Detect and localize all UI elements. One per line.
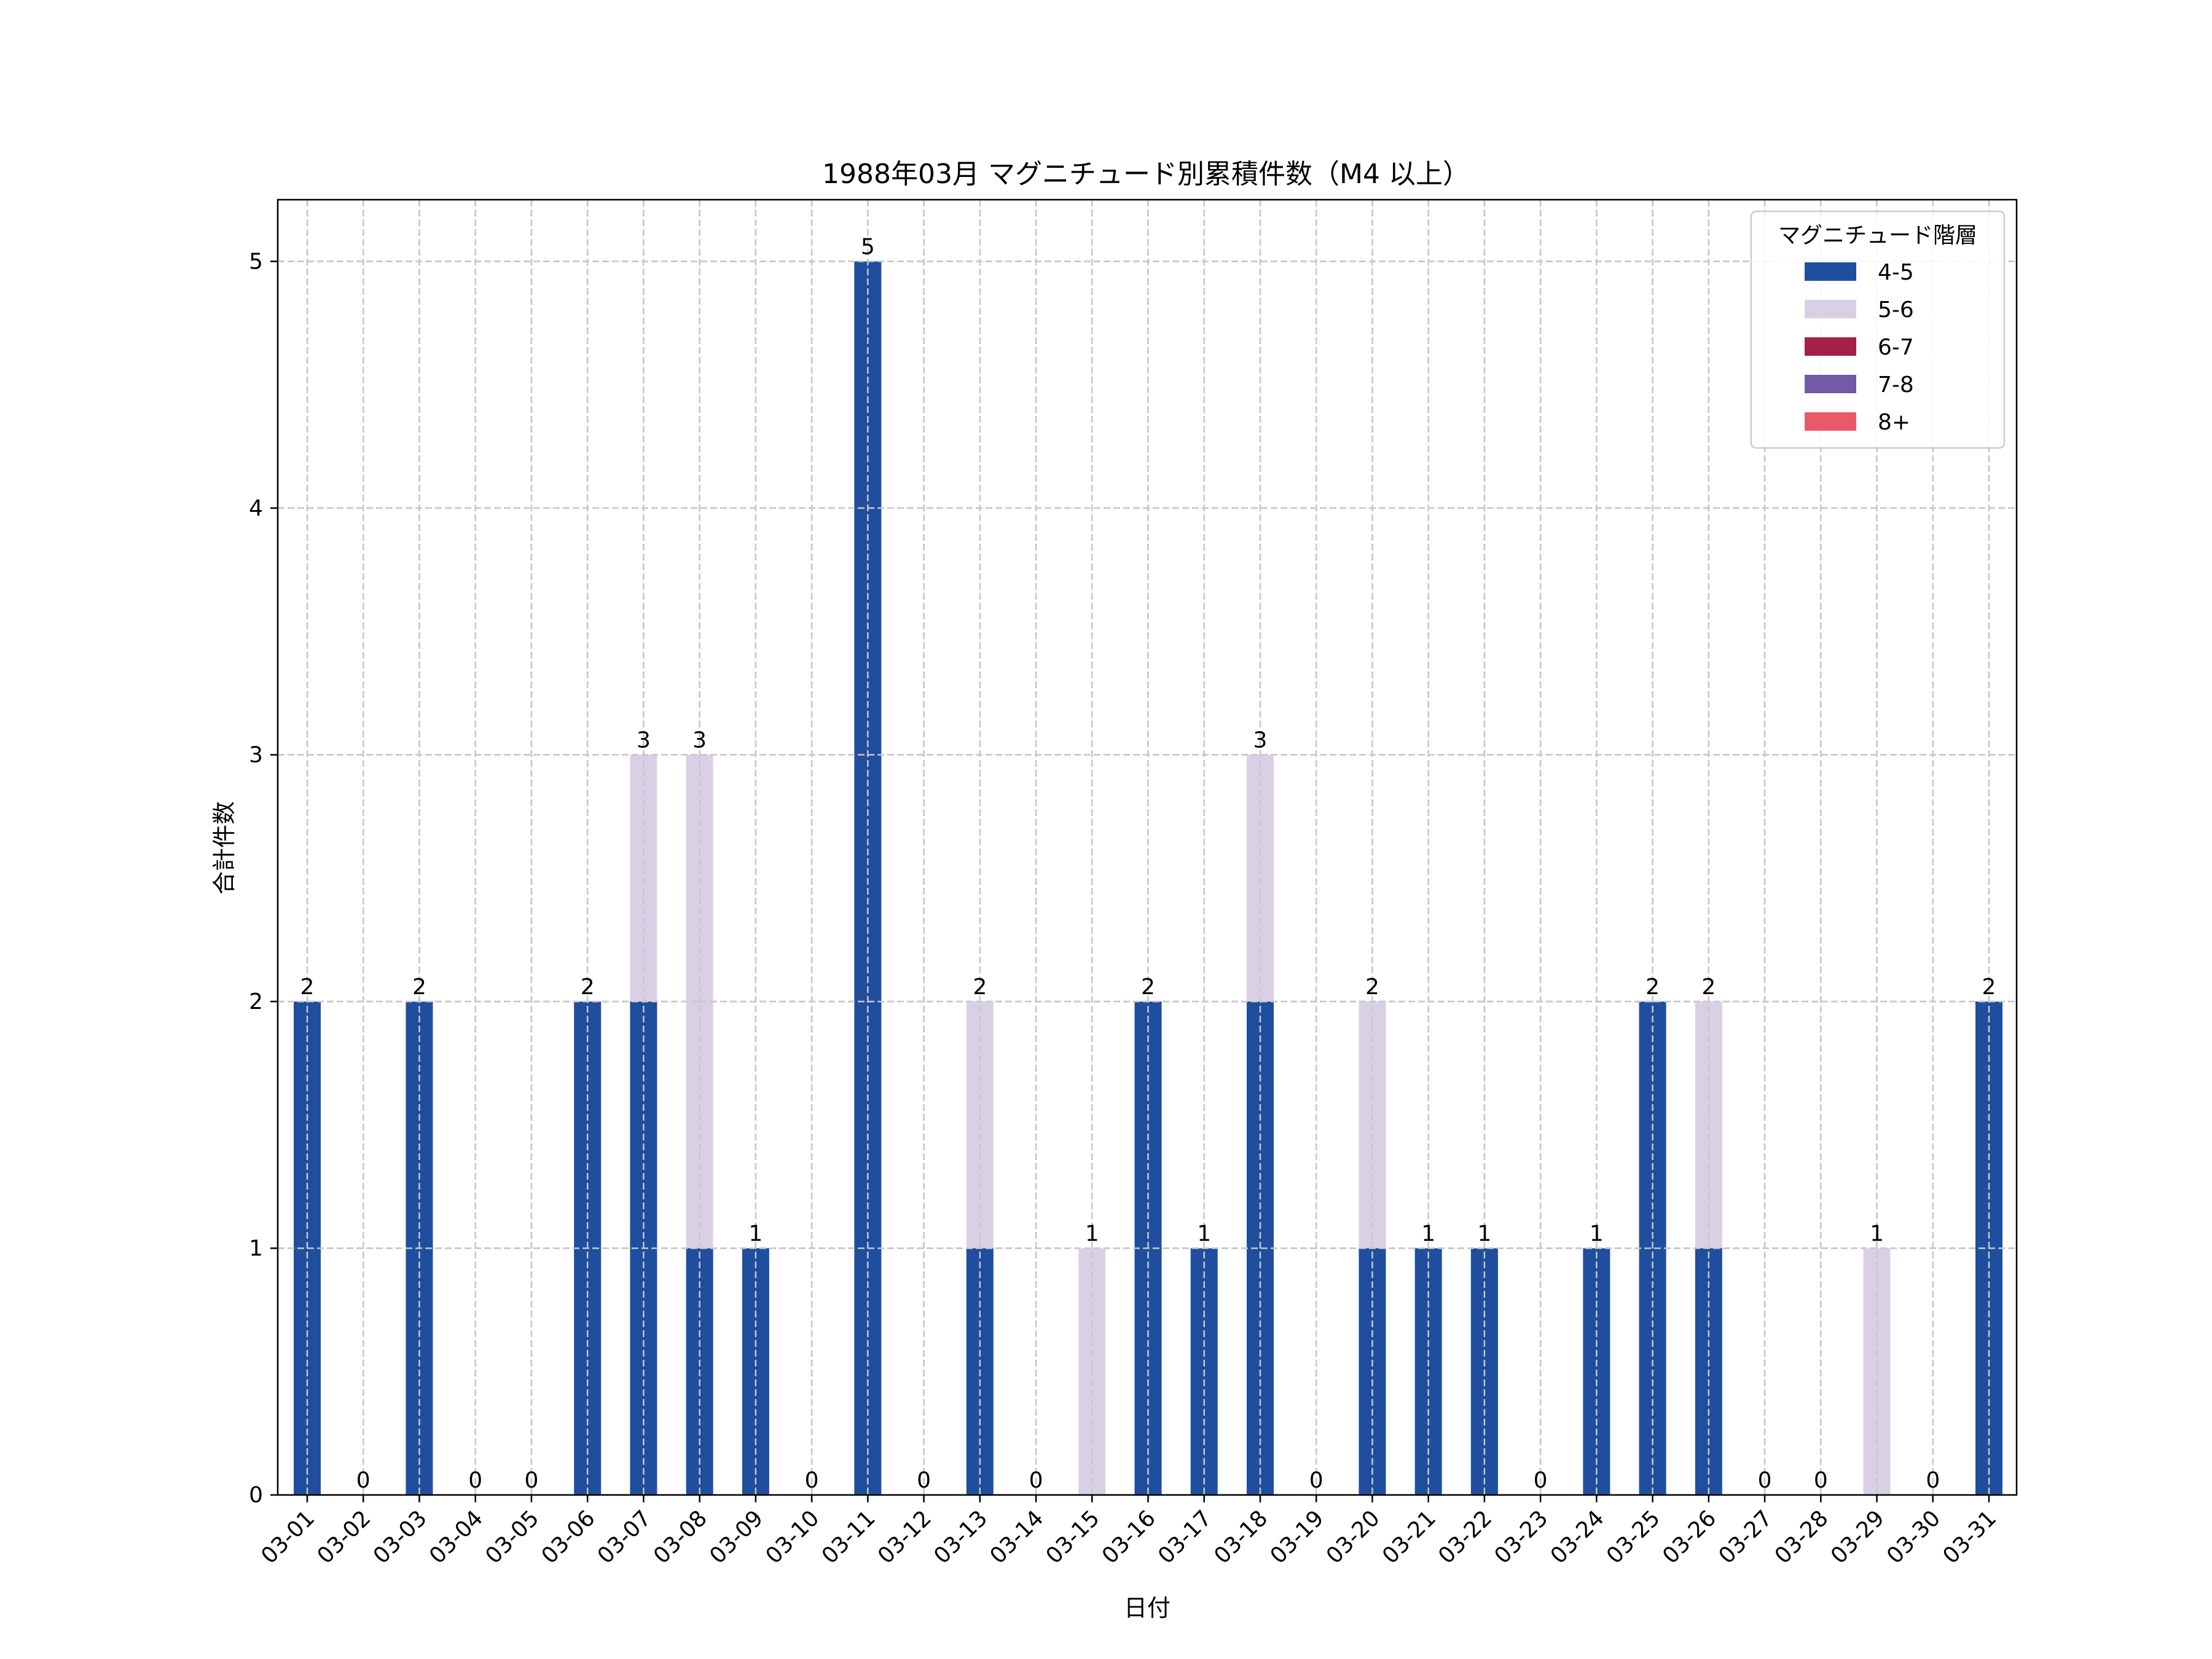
y-tick-label: 2 [249, 989, 263, 1014]
x-tick-label: 03-23 [1490, 1505, 1553, 1569]
y-tick-label: 1 [249, 1236, 263, 1261]
total-value-label: 0 [1926, 1468, 1940, 1493]
legend-label: 5-6 [1878, 297, 1914, 323]
legend-swatch [1805, 337, 1856, 356]
total-value-label: 0 [468, 1468, 482, 1493]
total-value-label: 2 [1982, 975, 1996, 1000]
x-tick-label: 03-26 [1658, 1505, 1721, 1569]
x-tick-label: 03-02 [313, 1505, 376, 1569]
x-tick-label: 03-06 [537, 1505, 600, 1569]
total-value-label: 0 [1029, 1468, 1043, 1493]
x-tick-label: 03-30 [1882, 1505, 1945, 1569]
x-tick-label: 03-07 [593, 1505, 656, 1569]
x-tick-label: 03-19 [1266, 1505, 1329, 1569]
y-tick-label: 5 [249, 249, 263, 274]
legend-swatch [1805, 300, 1856, 318]
plot-frame [276, 198, 2018, 1496]
x-tick-label: 03-17 [1153, 1505, 1217, 1569]
legend-items: 4-5 5-6 6-7 7-8 8+ [1805, 260, 1914, 435]
total-value-label: 1 [1870, 1221, 1884, 1246]
x-tick-label: 03-27 [1714, 1505, 1777, 1569]
x-tick-label: 03-24 [1546, 1505, 1609, 1569]
total-value-label: 3 [1253, 728, 1268, 753]
x-tick-label: 03-10 [761, 1505, 825, 1569]
total-value-label: 0 [917, 1468, 931, 1493]
total-value-label: 2 [300, 975, 315, 1000]
legend-title: マグニチュード階層 [1778, 223, 1977, 248]
x-axis: 03-0103-0203-0303-0403-0503-0603-0703-08… [256, 1495, 2001, 1569]
total-value-label: 2 [1365, 975, 1379, 1000]
total-value-label: 0 [1814, 1468, 1828, 1493]
total-value-label: 3 [692, 728, 707, 753]
total-value-label: 0 [805, 1468, 819, 1493]
x-tick-label: 03-21 [1378, 1505, 1441, 1569]
total-value-label: 0 [1758, 1468, 1772, 1493]
total-value-label: 0 [524, 1468, 538, 1493]
legend-swatch [1805, 412, 1856, 431]
legend-swatch [1805, 375, 1856, 393]
chart-title: 1988年03月 マグニチュード別累積件数（M4 以上） [822, 159, 1470, 190]
x-tick-label: 03-12 [873, 1505, 936, 1569]
legend-label: 6-7 [1878, 335, 1914, 360]
total-value-label: 1 [1421, 1221, 1435, 1246]
total-value-label: 0 [356, 1468, 371, 1493]
x-axis-title: 日付 [1124, 1594, 1171, 1622]
legend-label: 7-8 [1878, 372, 1914, 398]
legend-label: 4-5 [1878, 260, 1914, 285]
y-tick-label: 0 [249, 1483, 263, 1508]
total-value-label: 1 [1197, 1221, 1211, 1246]
total-value-label: 0 [1534, 1468, 1548, 1493]
x-tick-label: 03-03 [369, 1505, 432, 1569]
total-value-label: 3 [637, 728, 651, 753]
x-tick-label: 03-25 [1602, 1505, 1665, 1569]
total-value-label: 2 [412, 975, 426, 1000]
x-tick-label: 03-04 [425, 1505, 488, 1569]
x-tick-label: 03-18 [1209, 1505, 1273, 1569]
x-tick-label: 03-22 [1433, 1505, 1497, 1569]
total-value-label: 0 [1309, 1468, 1324, 1493]
x-tick-label: 03-11 [817, 1505, 880, 1569]
total-value-label: 1 [1477, 1221, 1491, 1246]
total-value-label: 2 [1141, 975, 1155, 1000]
total-value-label: 2 [581, 975, 595, 1000]
x-tick-label: 03-29 [1826, 1505, 1889, 1569]
total-value-label: 5 [861, 234, 875, 259]
x-tick-label: 03-08 [649, 1505, 712, 1569]
total-value-label: 2 [1645, 975, 1660, 1000]
y-axis-title: 合計件数 [211, 801, 238, 895]
x-tick-label: 03-28 [1770, 1505, 1834, 1569]
y-tick-label: 4 [249, 496, 263, 521]
total-value-label: 2 [973, 975, 987, 1000]
y-tick-label: 3 [249, 742, 263, 767]
x-tick-label: 03-14 [985, 1505, 1048, 1569]
total-value-label: 2 [1701, 975, 1716, 1000]
x-tick-label: 03-20 [1322, 1505, 1385, 1569]
x-tick-label: 03-31 [1938, 1505, 2001, 1569]
total-value-label: 1 [748, 1221, 763, 1246]
total-value-label: 1 [1590, 1221, 1604, 1246]
x-tick-label: 03-09 [705, 1505, 768, 1569]
x-tick-label: 03-15 [1041, 1505, 1105, 1569]
legend: マグニチュード階層 4-5 5-6 6-7 7-8 8+ [1750, 210, 2006, 449]
x-tick-label: 03-05 [480, 1505, 544, 1569]
legend-swatch [1805, 262, 1856, 281]
x-tick-label: 03-13 [929, 1505, 992, 1569]
legend-label: 8+ [1878, 410, 1910, 435]
y-axis: 0 1 2 3 4 5 [249, 249, 278, 1508]
total-value-label: 1 [1085, 1221, 1099, 1246]
x-tick-label: 03-01 [256, 1505, 320, 1569]
x-tick-label: 03-16 [1097, 1505, 1161, 1569]
